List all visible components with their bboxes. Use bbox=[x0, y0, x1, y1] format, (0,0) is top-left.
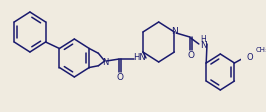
Text: CH₃: CH₃ bbox=[255, 47, 266, 53]
Text: N: N bbox=[200, 41, 207, 50]
Text: N: N bbox=[171, 27, 178, 36]
Text: H: H bbox=[201, 34, 206, 43]
Text: N: N bbox=[102, 57, 109, 67]
Text: O: O bbox=[187, 51, 194, 59]
Text: HN: HN bbox=[133, 53, 146, 61]
Text: O: O bbox=[117, 72, 124, 82]
Text: O: O bbox=[246, 53, 253, 61]
